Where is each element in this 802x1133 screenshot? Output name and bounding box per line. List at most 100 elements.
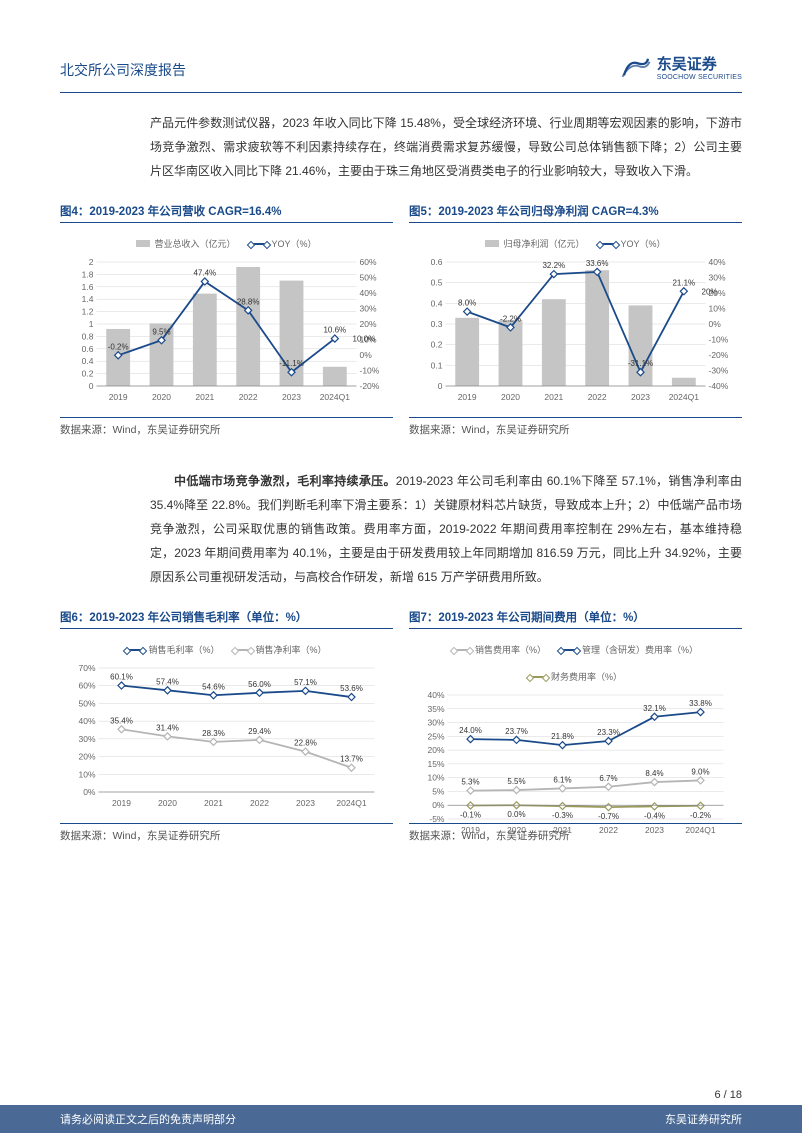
paragraph-2-bold: 中低端市场竞争激烈，毛利率持续承压。 (174, 474, 396, 488)
svg-text:0%: 0% (709, 319, 722, 329)
page-number: 6 / 18 (0, 1089, 802, 1105)
svg-text:2024Q1: 2024Q1 (320, 392, 351, 402)
svg-text:5%: 5% (432, 786, 445, 796)
charts-row-2: 图6：2019-2023 年公司销售毛利率（单位：%） 销售毛利率（%） 销售净… (60, 609, 742, 867)
svg-text:-0.4%: -0.4% (644, 811, 665, 820)
chart4-title: 图4：2019-2023 年公司营收 CAGR=16.4% (60, 203, 393, 223)
svg-text:2019: 2019 (112, 798, 131, 808)
page-footer: 6 / 18 请务必阅读正文之后的免责声明部分 东吴证券研究所 (0, 1089, 802, 1133)
chart6-block: 图6：2019-2023 年公司销售毛利率（单位：%） 销售毛利率（%） 销售净… (60, 609, 393, 867)
svg-text:2020: 2020 (501, 392, 520, 402)
chart7-svg: -5%0%5%10%15%20%25%30%35%40%24.0%23.7%21… (413, 687, 738, 837)
svg-text:0.1: 0.1 (431, 360, 443, 370)
svg-text:2024Q1: 2024Q1 (336, 798, 367, 808)
svg-text:2019: 2019 (458, 392, 477, 402)
svg-text:-0.3%: -0.3% (552, 811, 573, 820)
svg-text:2023: 2023 (296, 798, 315, 808)
svg-text:0.2: 0.2 (431, 340, 443, 350)
svg-text:-20%: -20% (709, 350, 729, 360)
charts-row-1: 图4：2019-2023 年公司营收 CAGR=16.4% 营业总收入（亿元） … (60, 203, 742, 461)
chart6-svg: 0%10%20%30%40%50%60%70%60.1%57.4%54.6%56… (64, 660, 389, 810)
svg-text:20%: 20% (78, 752, 95, 762)
page-header: 北交所公司深度报告 东吴证券 SOOCHOW SECURITIES (60, 55, 742, 84)
svg-text:2024Q1: 2024Q1 (685, 825, 716, 835)
svg-text:10%: 10% (427, 773, 444, 783)
svg-text:-31.1%: -31.1% (628, 359, 653, 368)
svg-text:50%: 50% (78, 698, 95, 708)
svg-text:57.1%: 57.1% (294, 678, 317, 687)
svg-text:2020: 2020 (158, 798, 177, 808)
svg-text:-40%: -40% (709, 381, 729, 391)
chart7-legend1: 销售费用率（%） (475, 643, 546, 656)
svg-text:-20%: -20% (360, 381, 380, 391)
chart4-source: 数据来源：Wind，东吴证券研究所 (60, 417, 393, 437)
svg-text:0.4: 0.4 (82, 356, 94, 366)
svg-text:2022: 2022 (250, 798, 269, 808)
chart6-legend1: 销售毛利率（%） (148, 643, 219, 656)
svg-text:2023: 2023 (631, 392, 650, 402)
svg-text:10.6%: 10.6% (323, 326, 346, 335)
chart4-block: 图4：2019-2023 年公司营收 CAGR=16.4% 营业总收入（亿元） … (60, 203, 393, 461)
chart5-title: 图5：2019-2023 年公司归母净利润 CAGR=4.3% (409, 203, 742, 223)
svg-text:24.0%: 24.0% (459, 726, 482, 735)
svg-text:32.2%: 32.2% (542, 261, 565, 270)
svg-text:-0.2%: -0.2% (108, 342, 129, 351)
header-divider (60, 92, 742, 93)
svg-text:21.8%: 21.8% (551, 732, 574, 741)
svg-text:2021: 2021 (204, 798, 223, 808)
svg-text:28.3%: 28.3% (202, 729, 225, 738)
svg-text:40%: 40% (427, 690, 444, 700)
svg-text:0.5: 0.5 (431, 278, 443, 288)
svg-text:-11.1%: -11.1% (279, 359, 304, 368)
svg-text:32.1%: 32.1% (643, 704, 666, 713)
chart5-area: 归母净利润（亿元） YOY（%） 00.10.20.30.40.50.6-40%… (409, 231, 742, 411)
svg-text:30%: 30% (709, 273, 726, 283)
svg-text:6.7%: 6.7% (599, 774, 617, 783)
chart7-title: 图7：2019-2023 年公司期间费用（单位：%） (409, 609, 742, 629)
svg-text:5.5%: 5.5% (507, 777, 525, 786)
svg-text:50%: 50% (360, 273, 377, 283)
svg-text:2020: 2020 (152, 392, 171, 402)
svg-text:2019: 2019 (109, 392, 128, 402)
svg-text:2022: 2022 (239, 392, 258, 402)
paragraph-2: 中低端市场竞争激烈，毛利率持续承压。2019-2023 年公司毛利率由 60.1… (150, 469, 742, 589)
logo-icon (621, 55, 651, 84)
svg-text:9.5%: 9.5% (152, 327, 170, 336)
svg-text:2021: 2021 (195, 392, 214, 402)
chart7-area: 销售费用率（%） 管理（含研发）费用率（%） 财务费用率（%） -5%0%5%1… (409, 637, 742, 817)
svg-text:60.1%: 60.1% (110, 673, 133, 682)
chart7-block: 图7：2019-2023 年公司期间费用（单位：%） 销售费用率（%） 管理（含… (409, 609, 742, 867)
company-logo: 东吴证券 SOOCHOW SECURITIES (621, 55, 742, 84)
svg-text:2: 2 (89, 257, 94, 267)
svg-text:30%: 30% (78, 734, 95, 744)
svg-text:10%: 10% (78, 769, 95, 779)
svg-text:0%: 0% (83, 787, 96, 797)
svg-text:20%: 20% (427, 745, 444, 755)
svg-text:2021: 2021 (553, 825, 572, 835)
svg-text:1.8: 1.8 (82, 269, 94, 279)
svg-text:2022: 2022 (588, 392, 607, 402)
svg-text:-5%: -5% (429, 814, 445, 824)
svg-text:40%: 40% (360, 288, 377, 298)
svg-text:9.0%: 9.0% (691, 767, 709, 776)
svg-text:22.8%: 22.8% (294, 739, 317, 748)
svg-text:35.4%: 35.4% (110, 716, 133, 725)
svg-text:15%: 15% (427, 759, 444, 769)
header-title: 北交所公司深度报告 (60, 60, 186, 80)
svg-text:10.0%: 10.0% (353, 335, 376, 344)
svg-text:33.6%: 33.6% (586, 259, 609, 268)
paragraph-1: 产品元件参数测试仪器，2023 年收入同比下降 15.48%，受全球经济环境、行… (150, 111, 742, 183)
svg-text:33.8%: 33.8% (689, 699, 712, 708)
svg-text:0.6: 0.6 (431, 257, 443, 267)
svg-text:60%: 60% (360, 257, 377, 267)
chart6-title: 图6：2019-2023 年公司销售毛利率（单位：%） (60, 609, 393, 629)
svg-text:53.6%: 53.6% (340, 684, 363, 693)
svg-text:23.7%: 23.7% (505, 727, 528, 736)
svg-text:1.2: 1.2 (82, 307, 94, 317)
svg-text:0.2: 0.2 (82, 369, 94, 379)
chart5-legend-bar: 归母净利润（亿元） (503, 237, 584, 250)
svg-text:1.6: 1.6 (82, 282, 94, 292)
svg-text:40%: 40% (78, 716, 95, 726)
svg-text:54.6%: 54.6% (202, 682, 225, 691)
svg-text:60%: 60% (78, 681, 95, 691)
